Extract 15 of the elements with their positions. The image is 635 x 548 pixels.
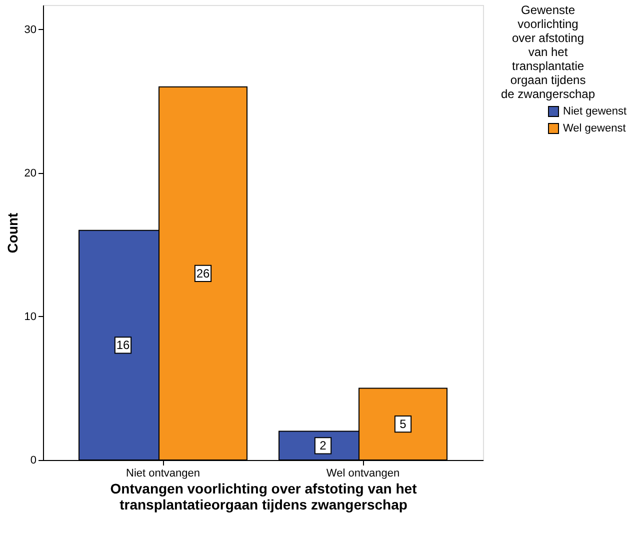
y-tick-label: 0 — [30, 454, 36, 466]
y-tick-label: 10 — [24, 310, 36, 323]
x-axis-title: Ontvangen voorlichting over afstoting van het transplantatieorgaan tijdens zwangerschap — [110, 480, 418, 512]
data-label: 2 — [320, 438, 327, 453]
x-tick-label: Niet ontvangen — [126, 468, 200, 480]
data-label: 16 — [116, 338, 130, 352]
y-axis-title: Count — [4, 212, 20, 254]
data-label: 5 — [400, 417, 407, 432]
legend-label: Wel gewenst — [563, 122, 626, 134]
y-tick-label: 20 — [24, 167, 36, 180]
x-tick-label: Wel ontvangen — [326, 468, 400, 480]
y-tick-label: 30 — [24, 24, 36, 36]
data-label: 26 — [196, 266, 210, 280]
legend-label: Niet gewenst — [563, 106, 627, 118]
legend-title: Gewenste voorlichting over afstoting van het transplantatie orgaan tijdens de zwangerschap — [500, 3, 596, 101]
